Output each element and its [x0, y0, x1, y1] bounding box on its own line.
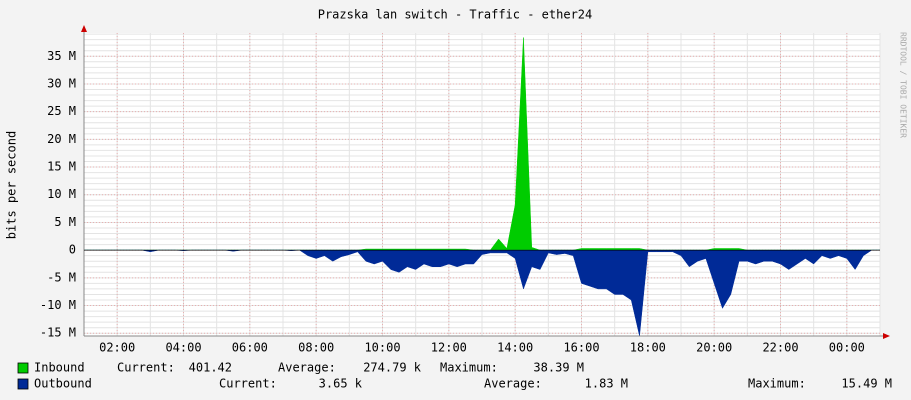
x-tick-label: 14:00	[497, 341, 533, 355]
y-tick-label: 15 M	[47, 160, 76, 174]
y-axis-label: bits per second	[5, 131, 19, 239]
watermark: RRDTOOL / TOBI OETIKER	[899, 32, 908, 138]
legend-stat-label: Average:	[278, 361, 336, 375]
x-tick-label: 12:00	[431, 341, 467, 355]
y-tick-label: -10 M	[40, 298, 76, 312]
legend-stat-value: 401.42	[189, 361, 232, 375]
y-tick-label: 0	[69, 243, 76, 257]
legend-stat-label: Maximum:	[440, 361, 498, 375]
legend-stat-value: 1.83 M	[585, 377, 628, 391]
legend-stat-label: Maximum:	[748, 377, 806, 391]
y-tick-label: 10 M	[47, 187, 76, 201]
legend-stat-value: 15.49 M	[841, 377, 892, 391]
y-tick-label: 30 M	[47, 76, 76, 90]
y-tick-label: 35 M	[47, 49, 76, 63]
x-tick-label: 22:00	[762, 341, 798, 355]
y-tick-label: -15 M	[40, 326, 76, 340]
legend-label: Inbound	[34, 361, 85, 375]
x-tick-label: 20:00	[696, 341, 732, 355]
legend-stat-label: Current:	[117, 361, 175, 375]
x-tick-label: 02:00	[99, 341, 135, 355]
y-tick-label: 20 M	[47, 132, 76, 146]
chart-title: Prazska lan switch - Traffic - ether24	[318, 8, 593, 22]
x-tick-label: 04:00	[165, 341, 201, 355]
legend-stat-value: 274.79 k	[363, 361, 422, 375]
x-tick-label: 08:00	[298, 341, 334, 355]
legend-swatch	[17, 362, 29, 374]
legend-stat-label: Current:	[219, 377, 277, 391]
x-tick-label: 10:00	[364, 341, 400, 355]
legend-stat-value: 3.65 k	[319, 377, 363, 391]
legend-label: Outbound	[34, 377, 92, 391]
legend-stat-value: 38.39 M	[533, 361, 584, 375]
y-tick-label: 5 M	[54, 215, 76, 229]
y-tick-label: 25 M	[47, 104, 76, 118]
x-tick-label: 06:00	[232, 341, 268, 355]
legend-stat-label: Average:	[484, 377, 542, 391]
y-tick-label: -5 M	[47, 270, 76, 284]
x-axis-arrow	[883, 333, 890, 339]
x-tick-label: 16:00	[563, 341, 599, 355]
x-tick-label: 18:00	[630, 341, 666, 355]
legend-swatch	[17, 378, 29, 390]
x-tick-label: 00:00	[829, 341, 865, 355]
y-axis-arrow	[81, 25, 87, 32]
